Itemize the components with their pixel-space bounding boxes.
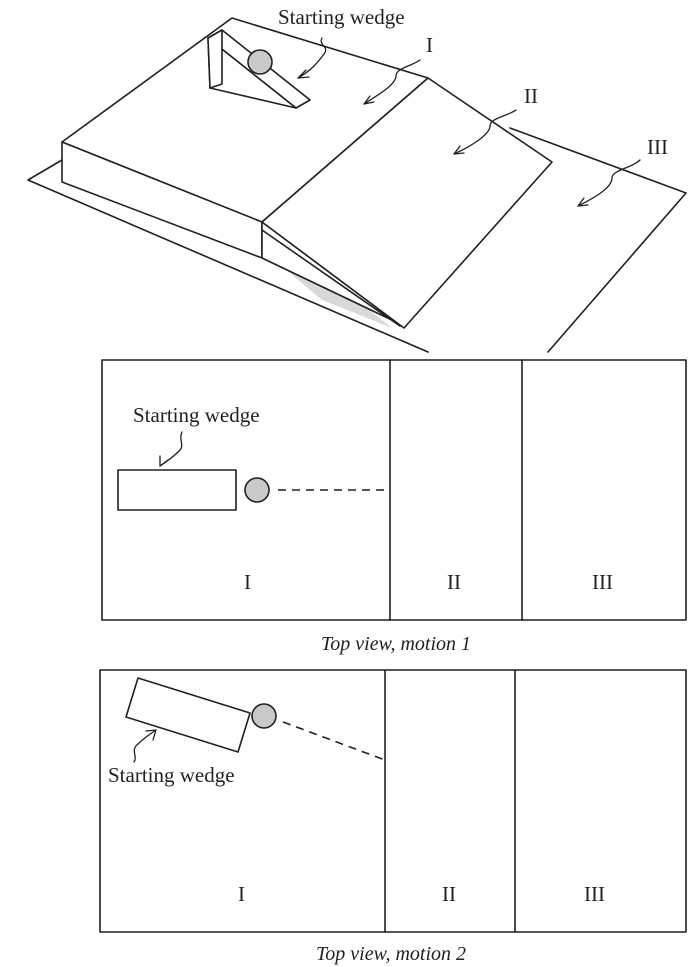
perspective-wedge-leader <box>297 37 327 79</box>
perspective-region-label-2: II <box>524 84 538 108</box>
top-view-1-caption: Top view, motion 1 <box>321 633 471 655</box>
top-view-2-wedge-arrow <box>145 729 157 741</box>
top-view-1-wedge-label: Starting wedge <box>133 403 260 427</box>
top-view-2-wedge-label: Starting wedge <box>108 763 235 787</box>
top-view-2-path <box>282 721 386 761</box>
perspective-ball <box>247 49 273 75</box>
perspective-region-arrow-2 <box>453 145 465 155</box>
perspective-region-leader-1 <box>363 59 421 105</box>
perspective-region-label-1: I <box>426 33 433 57</box>
top-view-2-wedge-leader <box>133 729 157 763</box>
wedge-back <box>207 29 223 89</box>
floor-outline-right <box>509 127 687 353</box>
top-view-1-region-label-1: I <box>244 570 251 594</box>
top-view-2-ball <box>251 703 277 729</box>
top-view-2-region-label-1: I <box>238 882 245 906</box>
perspective-starting-wedge <box>207 29 311 109</box>
top-view-2-region-label-2: II <box>442 882 456 906</box>
top-view-1-wedge <box>117 469 237 511</box>
top-view-1-ball <box>244 477 270 503</box>
perspective-region-label-3: III <box>647 135 668 159</box>
top-view-2-wedge <box>125 677 251 753</box>
perspective-region-arrow-3 <box>577 197 589 207</box>
top-view-1-region-label-3: III <box>592 570 613 594</box>
ramp-side-edge <box>261 229 401 327</box>
top-view-1-wedge-arrow <box>159 455 169 467</box>
perspective-wedge-arrow <box>297 69 310 79</box>
perspective-region-leader-2 <box>453 109 517 155</box>
perspective-view: Starting wedge I II III <box>27 5 687 353</box>
perspective-region-leader-3 <box>577 159 641 207</box>
perspective-region-arrow-1 <box>363 95 375 105</box>
top-view-2-caption: Top view, motion 2 <box>316 943 466 965</box>
perspective-wedge-label: Starting wedge <box>278 5 405 29</box>
top-view-2-region-label-3: III <box>584 882 605 906</box>
top-view-1-region-label-2: II <box>447 570 461 594</box>
floor-outline-left <box>27 159 429 353</box>
top-view-1: Starting wedge I II III Top view, motion… <box>101 359 687 655</box>
top-view-2: Starting wedge I II III Top view, motion… <box>99 669 687 965</box>
ramp-surface <box>261 77 553 329</box>
